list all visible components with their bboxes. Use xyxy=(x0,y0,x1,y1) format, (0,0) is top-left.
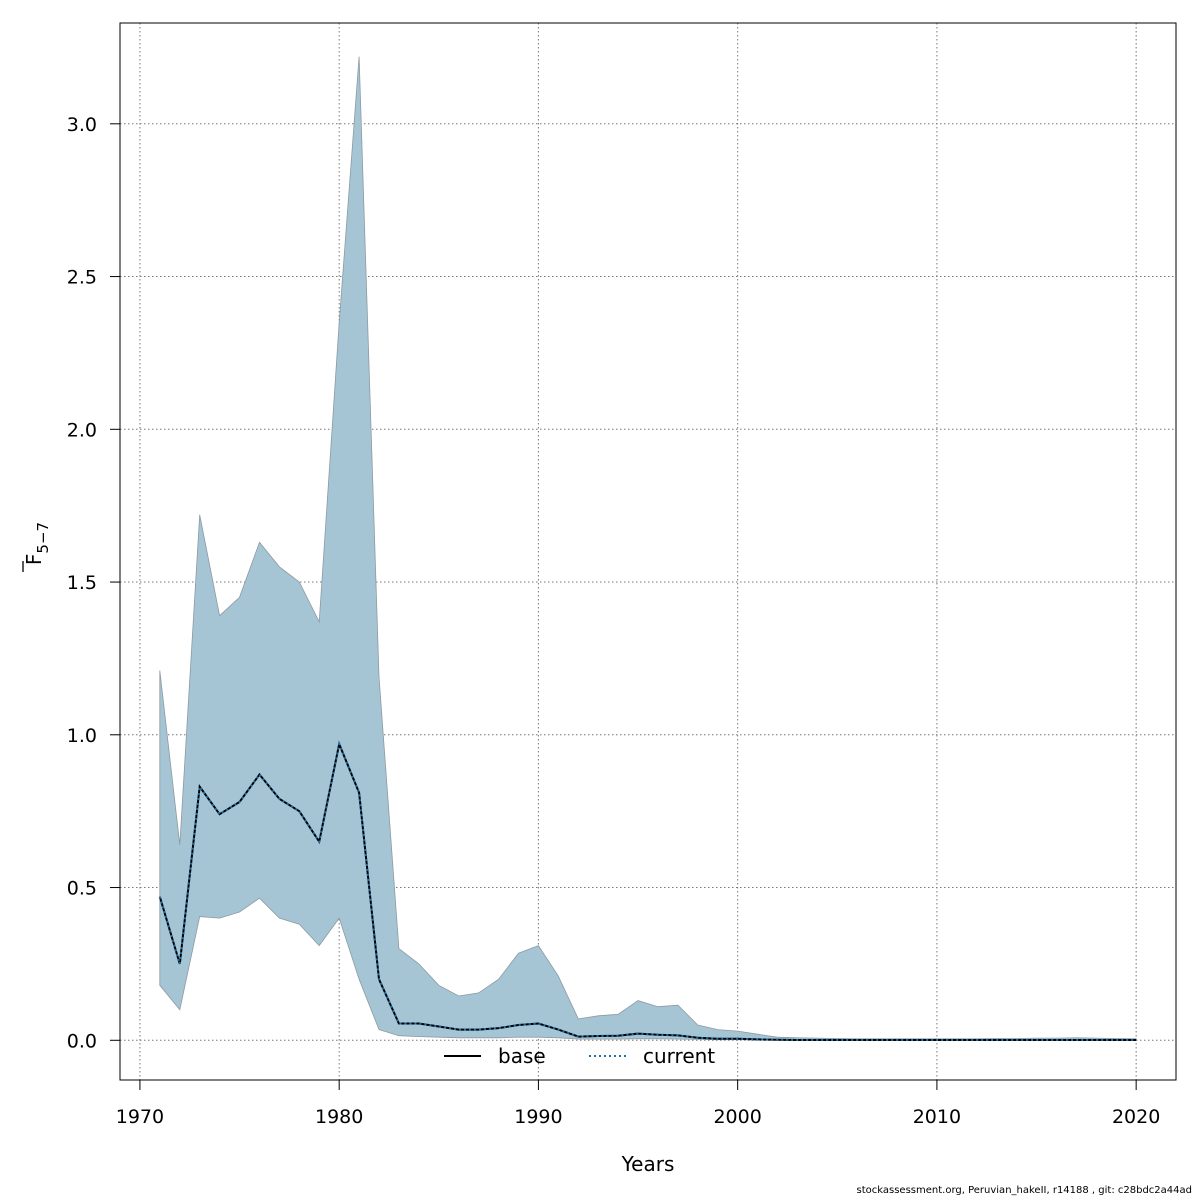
legend: base current xyxy=(444,1044,715,1068)
x-tick-label: 2010 xyxy=(913,1106,961,1128)
confidence-band xyxy=(159,56,1137,1041)
y-tick-label: 0.0 xyxy=(67,1030,97,1052)
footer-credit: stockassessment.org, Peruvian_hakeII, r1… xyxy=(856,1185,1192,1196)
y-tick-label: 1.5 xyxy=(67,572,97,594)
y-tick-label: 2.0 xyxy=(67,419,97,441)
x-tick-label: 2000 xyxy=(713,1106,761,1128)
grid xyxy=(120,23,1176,1080)
svg-text:F5−7: F5−7 xyxy=(22,522,52,565)
x-axis-title: Years xyxy=(621,1152,675,1176)
y-axis: 0.0 0.5 1.0 1.5 2.0 2.5 3.0 xyxy=(67,114,121,1052)
y-axis-title-main: F xyxy=(22,554,46,566)
plot-frame xyxy=(119,22,1177,1081)
y-tick-label: 1.0 xyxy=(67,725,97,747)
y-axis-title-sub: 5−7 xyxy=(34,522,52,554)
y-tick-label: 0.5 xyxy=(67,878,97,900)
y-axis-title: F5−7 xyxy=(22,522,52,572)
legend-label-current: current xyxy=(643,1044,715,1068)
x-tick-label: 2020 xyxy=(1112,1106,1160,1128)
legend-label-base: base xyxy=(498,1044,546,1068)
x-tick-label: 1990 xyxy=(514,1106,562,1128)
x-axis: 1970 1980 1990 2000 2010 2020 xyxy=(116,1079,1160,1128)
y-tick-label: 2.5 xyxy=(67,267,97,289)
x-tick-label: 1970 xyxy=(116,1106,164,1128)
current-series-line xyxy=(158,740,1137,1041)
y-tick-label: 3.0 xyxy=(67,114,97,136)
x-tick-label: 1980 xyxy=(315,1106,363,1128)
